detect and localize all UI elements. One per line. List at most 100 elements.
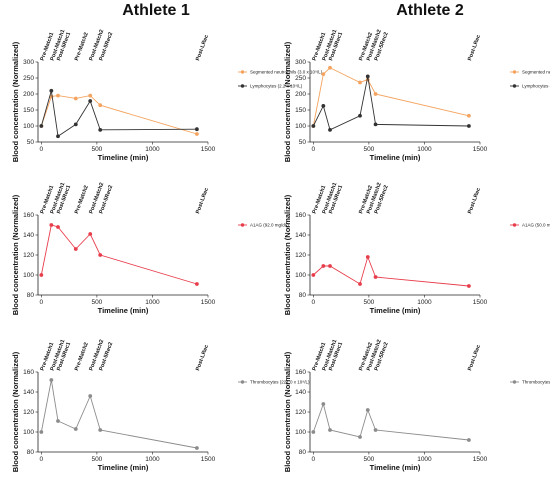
data-point (73, 96, 78, 101)
y-tick-label: 150 (295, 107, 306, 114)
legend-label: A1AG (50.0 mg/dL) (522, 223, 550, 228)
legend-label: A1AG (92.0 mg/dL) (250, 223, 289, 228)
event-label: Post-LRec (467, 344, 482, 372)
event-label: Post-LRec (467, 34, 482, 62)
data-point (194, 446, 199, 450)
legend-label: Lymphocytes (2.2 x 10⁹/L) (250, 84, 303, 89)
data-point (88, 99, 93, 103)
data-point (56, 419, 60, 423)
chart-3: 80 100 120 140 160 0 500 1000 1500 Timeline (min)… (11, 182, 289, 315)
y-tick-label: 80 (27, 292, 35, 299)
legend-label: Lymphocytes (2.0 x 10⁹/L) (522, 84, 550, 89)
data-point (73, 247, 78, 251)
y-tick-label: 140 (295, 232, 306, 239)
data-point (56, 225, 60, 229)
y-tick-label: 100 (295, 272, 306, 279)
y-axis-label: Blood concentration (Normalized) (11, 194, 20, 315)
data-point (373, 275, 378, 279)
data-point (311, 124, 316, 128)
data-point (321, 72, 326, 77)
series-line (313, 255, 469, 287)
data-point (373, 122, 378, 127)
x-tick-label: 1500 (473, 299, 488, 306)
legend-swatch-marker (240, 223, 245, 227)
data-point (358, 435, 362, 439)
y-tick-label: 300 (23, 59, 34, 66)
y-tick-label: 120 (23, 409, 34, 416)
x-tick-label: 0 (312, 146, 316, 153)
y-tick-label: 250 (23, 75, 34, 82)
x-tick-label: 0 (312, 299, 316, 306)
event-label: Pre-Match2 (74, 32, 90, 62)
x-tick-label: 1000 (145, 146, 160, 153)
y-axis-label: Blood concentration (Normalized) (283, 41, 292, 162)
event-label: Post-LRec (195, 187, 210, 215)
y-axis-label: Blood concentration (Normalized) (11, 351, 20, 472)
data-point (466, 438, 471, 442)
x-tick-label: 1000 (145, 456, 160, 463)
athlete-1-title: Athlete 1 (122, 2, 190, 19)
data-point (98, 428, 103, 432)
legend-swatch-marker (512, 70, 517, 74)
y-tick-label: 200 (295, 91, 306, 98)
data-point (373, 428, 378, 432)
x-tick-label: 0 (312, 456, 316, 463)
data-point (49, 88, 54, 93)
series-line (40, 90, 197, 138)
legend-label: Segmented neutrophils (3.0 x 10⁹/L) (250, 70, 323, 75)
data-point (321, 264, 326, 268)
legend-label: Segmented neutrophils (1.8 x 10⁹/L) (522, 70, 550, 75)
y-tick-label: 80 (27, 449, 35, 456)
y-axis-label: Blood concentration (Normalized) (11, 41, 20, 162)
data-point (328, 428, 332, 432)
event-label: Post-LRec (467, 187, 482, 215)
y-tick-label: 140 (295, 389, 306, 396)
x-tick-label: 1500 (473, 146, 488, 153)
x-axis-label: Timeline (min) (370, 306, 421, 315)
data-point (194, 132, 199, 136)
y-tick-label: 160 (295, 369, 306, 376)
y-tick-label: 160 (23, 212, 34, 219)
event-label: Post-LRec (195, 344, 210, 372)
data-point (73, 427, 78, 431)
x-axis-label: Timeline (min) (370, 153, 421, 162)
legend-label: Thrombocytes (201.0 x 10⁹/L) (522, 380, 550, 385)
y-tick-label: 140 (23, 389, 34, 396)
data-point (311, 430, 316, 434)
y-tick-label: 100 (23, 272, 34, 279)
y-tick-label: 80 (299, 449, 307, 456)
x-tick-label: 500 (363, 299, 374, 306)
legend-swatch-marker (512, 84, 517, 88)
x-tick-label: 1000 (417, 456, 432, 463)
series-line (312, 76, 469, 131)
x-tick-label: 0 (40, 299, 44, 306)
x-tick-label: 500 (91, 146, 102, 153)
data-point (466, 113, 471, 118)
y-tick-label: 250 (295, 75, 306, 82)
x-tick-label: 500 (363, 456, 374, 463)
data-point (98, 127, 103, 132)
y-tick-label: 100 (23, 123, 34, 130)
x-tick-label: 500 (91, 456, 102, 463)
data-point (321, 103, 326, 108)
series-line (40, 379, 197, 449)
legend-swatch-marker (240, 70, 245, 74)
data-point (98, 103, 103, 108)
x-tick-label: 1500 (473, 456, 488, 463)
y-tick-label: 100 (23, 429, 34, 436)
data-point (358, 80, 362, 85)
athlete-2-title: Athlete 2 (396, 2, 464, 19)
data-point (39, 124, 44, 128)
x-tick-label: 1000 (145, 299, 160, 306)
data-point (194, 282, 199, 286)
data-point (56, 134, 60, 139)
data-point (88, 394, 93, 398)
data-point (88, 232, 93, 236)
data-point (373, 92, 378, 96)
y-tick-label: 120 (295, 409, 306, 416)
series-line (40, 224, 198, 285)
data-point (358, 113, 362, 118)
y-tick-label: 80 (299, 292, 307, 299)
y-tick-label: 160 (23, 369, 34, 376)
